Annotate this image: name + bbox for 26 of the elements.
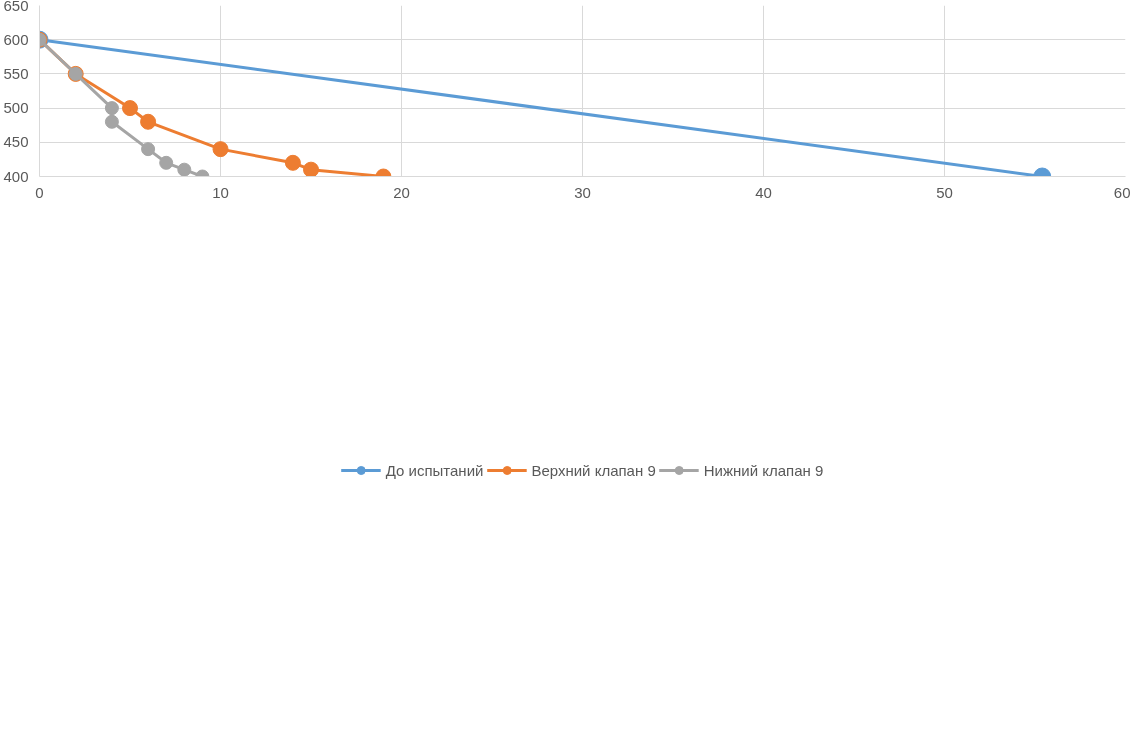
point	[140, 113, 157, 130]
point	[104, 114, 119, 129]
point	[141, 142, 156, 157]
point	[177, 162, 192, 177]
point	[284, 154, 301, 171]
legend-label: До испытаний	[385, 461, 484, 479]
point	[159, 155, 174, 170]
point	[212, 141, 229, 158]
y-tick-label: 650	[3, 0, 29, 14]
x-tick-label: 50	[936, 183, 953, 201]
y-tick-label: 600	[3, 30, 29, 48]
y-tick-label: 450	[3, 133, 29, 151]
y-tick-label: 550	[3, 64, 29, 82]
legend-label: Нижний клапан 9	[703, 461, 824, 479]
x-tick-label: 0	[35, 183, 44, 201]
point	[122, 100, 138, 117]
x-tick-label: 60	[1113, 183, 1131, 201]
x-tick-label: 20	[393, 183, 410, 201]
y-tick-label: 400	[3, 167, 29, 185]
legend-label: Верхний клапан 9	[531, 461, 656, 479]
x-tick-label: 30	[574, 183, 591, 201]
y-tick-label: 500	[3, 99, 29, 117]
x-tick-label: 10	[212, 183, 229, 201]
point	[104, 101, 119, 116]
x-tick-label: 40	[755, 183, 772, 201]
point	[303, 161, 319, 177]
